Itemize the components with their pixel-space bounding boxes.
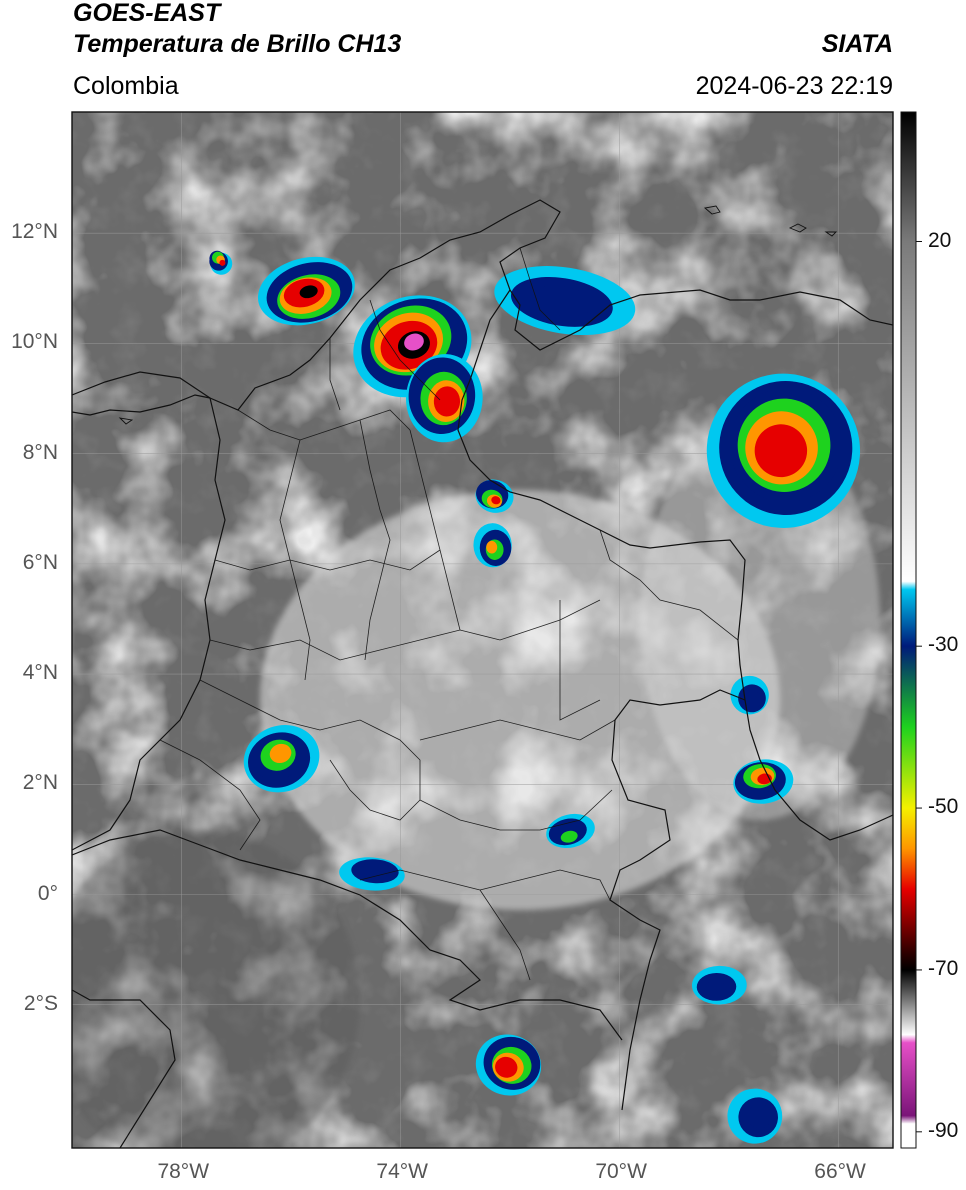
- lat-tick-label: 2°S: [23, 991, 58, 1015]
- colorbar-frame: [900, 111, 917, 1149]
- colorbar-tick-label: -50: [928, 795, 959, 819]
- storm-cell: [473, 523, 512, 568]
- colorbar-gradient: [901, 112, 916, 1148]
- cell-contour: [361, 862, 391, 878]
- lon-tick-label: 78°W: [157, 1160, 210, 1183]
- map-frame: [71, 111, 894, 1149]
- department-borders: [159, 247, 739, 981]
- cell-contour: [486, 540, 498, 554]
- pacific-clear: [72, 830, 360, 1148]
- cell-contour: [299, 285, 318, 299]
- cell-contour: [269, 743, 292, 764]
- colorbar-ticks: [916, 241, 922, 1133]
- islands: [118, 205, 838, 425]
- lat-tick-label: 8°N: [22, 440, 58, 464]
- lat-tick-label: 0°: [37, 881, 58, 905]
- border-brazil: [609, 689, 746, 1111]
- lon-tick-label: 70°W: [595, 1160, 647, 1183]
- storm-cell: [243, 725, 320, 793]
- datetime-label: 2024-06-23 22:19: [695, 72, 893, 100]
- storm-cell: [257, 256, 355, 326]
- region-label: Colombia: [73, 72, 179, 100]
- cell-contour: [560, 830, 578, 843]
- storm-cell: [691, 965, 747, 1005]
- coastline-caribbean: [72, 199, 893, 411]
- cell-contour: [500, 1059, 515, 1073]
- orinoco-clouds: [640, 420, 880, 820]
- cell-contour: [437, 389, 454, 409]
- coastline-ecuador-peru: [72, 989, 176, 1148]
- lon-tick-label: 66°W: [814, 1160, 866, 1183]
- storm-cell: [209, 250, 233, 275]
- cell-contour: [744, 690, 762, 709]
- lat-tick-label: 4°N: [22, 661, 58, 685]
- cell-contour: [702, 981, 728, 999]
- cell-contour: [530, 285, 593, 317]
- storm-cell: [730, 675, 769, 715]
- storm-cell: [706, 373, 861, 528]
- lat-tick-label: 10°N: [11, 330, 58, 354]
- border-peru: [72, 829, 623, 1041]
- storm-cell: [406, 354, 483, 443]
- cell-contour: [219, 259, 226, 266]
- lat-tick-label: 12°N: [11, 220, 58, 244]
- colorbar-tick-label: -90: [928, 1118, 959, 1142]
- storm-cell: [475, 1034, 542, 1096]
- cell-contour: [766, 434, 799, 468]
- coastline-pacific: [72, 397, 226, 851]
- cell-contour: [404, 333, 424, 351]
- colorbar: [901, 112, 916, 1148]
- lon-tick-label: 74°W: [376, 1160, 428, 1183]
- product-title: Temperatura de Brillo CH13: [73, 30, 402, 58]
- lat-tick-label: 2°N: [22, 771, 58, 795]
- colorbar-tick-label: 20: [928, 228, 952, 252]
- lat-tick-label: 6°N: [22, 550, 58, 574]
- agency-label: SIATA: [821, 30, 893, 58]
- cell-contour: [747, 1104, 772, 1129]
- storm-cell: [339, 857, 405, 891]
- border-panama: [72, 394, 211, 416]
- convective-cells: [209, 250, 861, 1144]
- colorbar-tick-label: -70: [928, 956, 959, 980]
- satellite-title: GOES-EAST: [73, 0, 221, 27]
- graticule: [72, 112, 893, 1148]
- colorbar-tick-label: -30: [928, 633, 959, 657]
- border-venezuela: [457, 289, 893, 841]
- boundaries: [72, 199, 893, 1148]
- storm-cell: [494, 266, 636, 336]
- storm-cell: [727, 1088, 783, 1144]
- cell-contour: [491, 496, 501, 505]
- map-canvas: [72, 112, 893, 1148]
